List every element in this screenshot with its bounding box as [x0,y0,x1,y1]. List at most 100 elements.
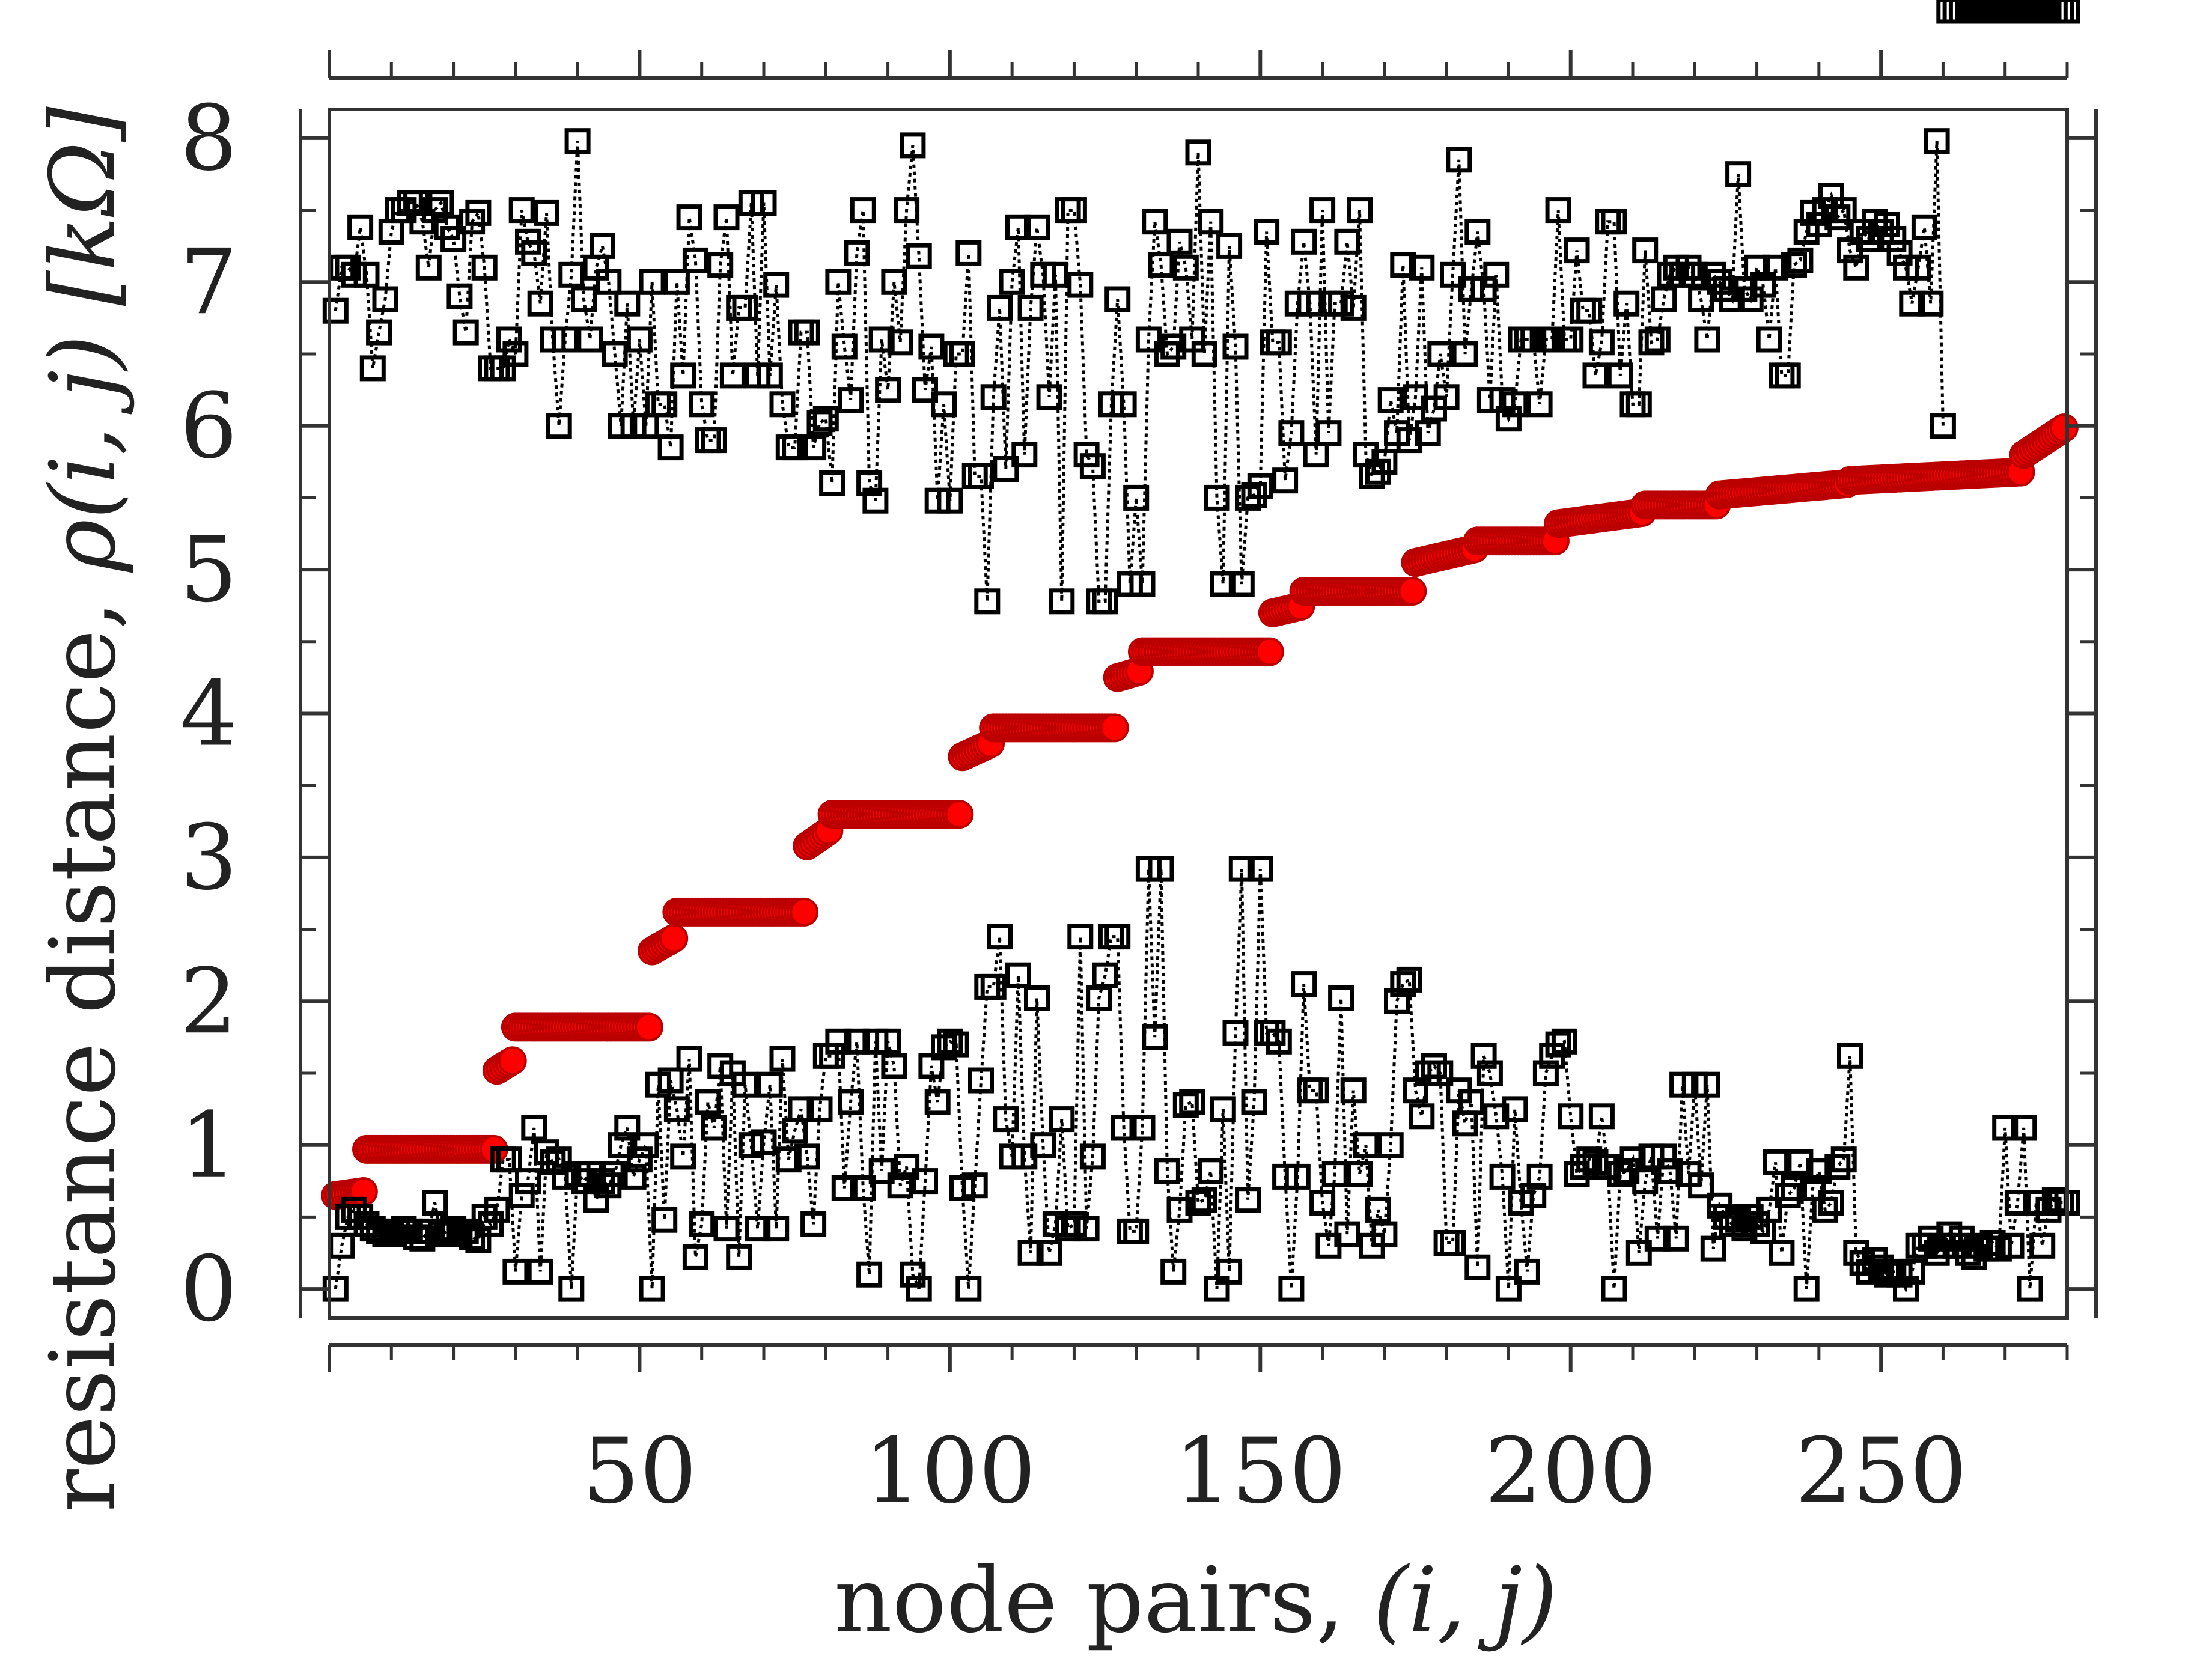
measured-point-low-190 [1502,1096,1528,1122]
measured-point-low-83 [838,1089,864,1115]
measured-point-low-26 [484,1196,510,1223]
measured-point-low-88 [868,1158,895,1184]
y-tick-label-4: 4 [180,662,237,767]
measured-point-low-172 [1390,971,1416,997]
measured-point-low-239 [1806,1158,1832,1184]
measured-point-high-131 [1135,326,1162,353]
y-tick-label-7: 7 [180,230,237,335]
measured-point-low-56 [670,1143,696,1170]
measured-point-high-45 [602,341,628,367]
measured-point-high-28 [496,326,522,353]
measured-point-high-184 [1464,219,1491,245]
measured-point-high-144 [1216,233,1243,259]
measured-point-low-32 [521,1115,547,1141]
measured-point-high-7 [366,319,392,346]
measured-point-low-31 [515,1168,541,1195]
measured-point-high-190 [1502,391,1528,418]
y-axis-title: resistance distance, ρ(i, j) [kΩ] [31,106,136,1512]
measured-point-high-2 [335,254,361,281]
measured-point-low-54 [657,1067,684,1094]
measured-point-high-146 [1228,571,1255,597]
measured-point-high-89 [875,377,901,403]
measured-point-high-139 [1185,139,1211,166]
measured-point-low-118 [1055,1216,1081,1242]
measured-point-high-173 [1396,427,1422,454]
measured-point-high-189 [1495,406,1522,432]
measured-point-high-0 [322,297,349,324]
measured-point-high-63 [713,204,740,231]
y-tick-label-5: 5 [180,518,237,623]
measured-point-low-113 [1024,985,1050,1011]
measured-point-high-41 [577,326,603,353]
measured-point-high-239 [1806,212,1832,237]
measured-point-high-203 [1582,362,1609,389]
measured-point-low-47 [614,1115,641,1141]
sorted-point-301 [1255,637,1284,666]
measured-point-low-104 [968,1067,994,1094]
measured-point-high-91 [887,329,913,356]
measured-point-high-257 [1918,290,1944,317]
measured-point-low-81 [825,1028,852,1055]
measured-point-low-53 [651,1207,678,1233]
measured-point-low-102 [955,1276,982,1302]
measured-point-low-206 [1601,1276,1627,1302]
measured-point-low-122 [1079,1143,1106,1170]
measured-point-low-210 [1625,1240,1652,1266]
y-tick-label-0: 0 [180,1237,237,1342]
measured-point-high-137 [1172,254,1199,281]
x-tick-label-100: 100 [864,1419,1036,1524]
measured-point-high-32 [521,240,547,266]
measured-point-high-8 [372,286,398,312]
measured-point-high-182 [1452,341,1478,367]
measured-point-high-178 [1427,341,1454,367]
measured-point-low-162 [1328,985,1354,1011]
measured-point-high-256 [1911,214,1937,240]
measured-point-high-13 [403,190,430,216]
measured-point-high-259 [1930,413,1956,439]
y-axis-title-text: resistance distance, [31,601,136,1512]
measured-point-low-99 [937,1028,963,1055]
measured-point-low-186 [1476,1060,1503,1086]
measured-point-low-178 [1427,1060,1454,1086]
measured-point-high-58 [682,247,708,273]
measured-point-low-45 [602,1161,628,1187]
measured-point-low-215 [1657,1158,1683,1184]
measured-point-low-66 [732,1071,758,1098]
measured-point-low-145 [1222,1020,1249,1046]
measured-point-low-156 [1291,971,1317,997]
measured-point-high-72 [769,391,796,418]
measured-point-high-242 [1824,204,1851,231]
measured-point-high-105 [974,588,1001,615]
measured-point-high-148 [1241,482,1267,508]
measured-point-high-150 [1254,219,1280,245]
measured-point-low-68 [745,1216,771,1242]
x-axis-title-math: (i, j) [1373,1548,1558,1653]
measured-point-low-144 [1216,1258,1243,1285]
measured-point-high-87 [862,487,889,514]
measured-point-low-60 [695,1089,721,1115]
x-tick-label-250: 250 [1795,1419,1967,1524]
measured-point-high-207 [1607,362,1633,389]
measured-point-low-271 [2004,1190,2031,1216]
measured-point-high-231 [1756,326,1782,353]
measured-point-high-84 [844,240,870,266]
measured-point-low-240 [1812,1196,1838,1223]
measured-point-low-152 [1266,1028,1292,1055]
measured-point-low-169 [1371,1221,1398,1247]
measured-point-high-86 [856,470,883,496]
measured-point-high-180 [1440,261,1466,288]
measured-point-low-86 [856,1261,883,1288]
measured-point-low-121 [1073,1216,1100,1242]
measured-point-high-157 [1297,290,1323,317]
measured-point-low-133 [1148,856,1174,882]
sorted-point-347 [1398,577,1427,606]
measured-point-high-119 [1061,197,1087,224]
measured-point-high-85 [850,197,876,224]
measured-point-low-204 [1588,1103,1615,1130]
measured-point-low-234 [1775,1183,1801,1208]
measured-point-low-244 [1837,1043,1863,1069]
measured-point-high-99 [937,487,963,514]
measured-point-low-183 [1458,1089,1484,1115]
measured-point-low-146 [1228,856,1255,882]
measured-point-high-96 [918,333,945,360]
